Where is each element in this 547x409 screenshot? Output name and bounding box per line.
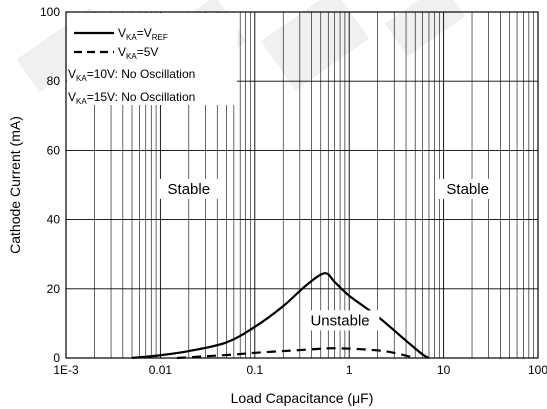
x-axis-label-suffix: ) — [369, 390, 374, 406]
series-line-vka-vref — [131, 272, 430, 360]
x-tick-label: 0.01 — [149, 363, 173, 377]
x-axis-label-prefix: Load Capacitance ( — [231, 390, 353, 406]
x-tick-label: 10 — [437, 363, 451, 377]
watermark-block — [384, 0, 466, 57]
annotation-background — [300, 310, 380, 331]
y-axis-label: Cathode Current (mA) — [7, 116, 23, 254]
x-tick-label: 1E-3 — [53, 363, 79, 377]
y-tick-label: 60 — [47, 143, 61, 157]
annotation-background — [158, 178, 220, 199]
x-tick-label: 100 — [528, 363, 547, 377]
series-line-vka-5v — [176, 347, 416, 360]
x-axis-label: Load Capacitance (μF) — [231, 390, 374, 406]
legend-label-vka-5v: VKA=5V — [118, 45, 158, 61]
series-layer — [131, 272, 430, 360]
region-label-stable: Stable — [446, 181, 489, 198]
legend-background — [67, 13, 237, 105]
plot-frame — [65, 11, 539, 359]
region-label-unstable: Unstable — [310, 312, 369, 329]
legend-note-15v: VKA=15V: No Oscillation — [68, 90, 195, 106]
annotation-background — [436, 178, 499, 199]
ticks: 1E-3 0.01 0.1 1 10 100 0 20 40 60 80 100 — [40, 5, 547, 377]
x-tick-label: 1 — [346, 363, 353, 377]
y-tick-label: 20 — [47, 282, 61, 296]
legend-note-10v: VKA=10V: No Oscillation — [68, 67, 195, 83]
y-tick-label: 0 — [53, 351, 60, 365]
y-tick-label: 40 — [47, 213, 61, 227]
x-tick-label: 0.1 — [246, 363, 263, 377]
y-tick-label: 100 — [40, 5, 60, 19]
legend: VKA=VREF VKA=5V VKA=10V: No Oscillation … — [67, 13, 237, 106]
watermark-block — [260, 0, 370, 91]
legend-label-vka-vref: VKA=VREF — [118, 26, 168, 42]
y-tick-label: 80 — [47, 74, 61, 88]
annotations: Stable Stable Unstable — [158, 178, 499, 331]
x-axis-label-unit: μF — [352, 390, 369, 406]
region-label-stable: Stable — [168, 181, 211, 198]
